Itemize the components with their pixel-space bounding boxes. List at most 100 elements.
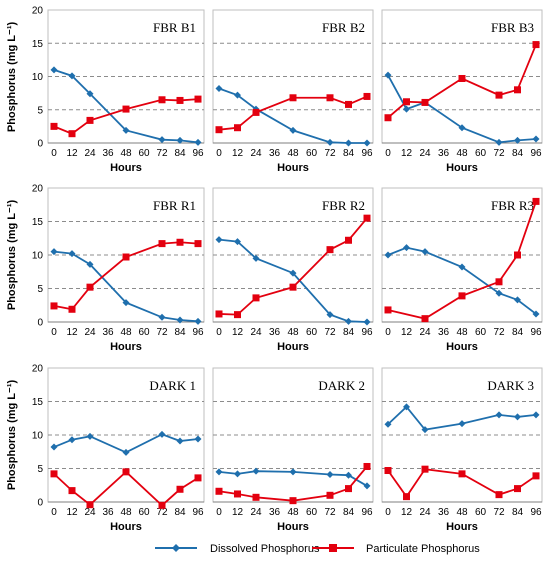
y-tick-label: 0	[37, 498, 43, 509]
particulate-point	[289, 497, 297, 505]
dissolved-point	[50, 443, 58, 451]
x-tick-label: 48	[287, 148, 299, 159]
dissolved-point	[176, 316, 184, 324]
x-tick-label: 72	[493, 327, 505, 338]
particulate-point	[495, 491, 503, 499]
dissolved-point	[86, 90, 94, 98]
legend-particulate-label: Particulate Phosphorus	[366, 543, 480, 555]
dissolved-point	[194, 138, 202, 146]
particulate-point	[194, 474, 202, 482]
x-tick-label: 72	[324, 327, 336, 338]
x-tick-label: 96	[530, 148, 542, 159]
dissolved-series-line	[387, 74, 537, 144]
dissolved-point	[234, 91, 241, 99]
x-axis-label: Hours	[277, 521, 309, 533]
x-axis-label: Hours	[110, 521, 142, 533]
x-tick-label: 24	[250, 507, 262, 518]
particulate-point	[495, 278, 503, 286]
legend-dissolved-label: Dissolved Phosphorus	[210, 543, 320, 555]
dissolved-point	[234, 470, 241, 478]
x-tick-label: 48	[456, 148, 468, 159]
x-tick-label: 36	[102, 507, 114, 518]
particulate-point	[50, 122, 58, 130]
y-tick-label: 10	[32, 431, 44, 442]
y-tick-label: 5	[37, 464, 43, 475]
x-tick-label: 96	[361, 327, 373, 338]
particulate-series-line	[218, 95, 368, 131]
particulate-point	[345, 485, 352, 493]
y-axis-label: Phosphorus (mg L⁻¹)	[6, 380, 18, 491]
panel-title: FBR B2	[322, 20, 365, 35]
particulate-point	[234, 490, 241, 498]
x-tick-label: 72	[324, 507, 336, 518]
x-tick-label: 0	[385, 327, 391, 338]
dissolved-point	[403, 244, 410, 252]
x-tick-label: 60	[138, 148, 150, 159]
particulate-point	[234, 124, 241, 132]
particulate-point	[252, 493, 260, 501]
particulate-point	[514, 86, 521, 94]
x-tick-label: 36	[269, 507, 281, 518]
particulate-point	[495, 91, 503, 99]
x-tick-label: 12	[232, 148, 244, 159]
x-tick-label: 60	[475, 507, 487, 518]
chart-panel: 0 12 24 36 48 60 72 84 96 Hours DARK 3	[381, 367, 543, 533]
dissolved-point	[403, 403, 410, 411]
x-tick-label: 24	[250, 327, 262, 338]
dissolved-point	[234, 238, 241, 246]
y-tick-label: 20	[32, 364, 44, 375]
particulate-series-line	[387, 201, 537, 320]
particulate-point	[345, 236, 352, 244]
dissolved-point	[384, 251, 392, 259]
x-tick-label: 96	[530, 327, 542, 338]
particulate-point	[252, 294, 260, 302]
particulate-point	[384, 467, 392, 475]
x-tick-label: 48	[456, 507, 468, 518]
x-tick-label: 24	[84, 327, 96, 338]
particulate-point	[326, 246, 334, 254]
y-tick-label: 0	[37, 318, 43, 329]
dissolved-point	[252, 467, 260, 475]
x-tick-label: 84	[174, 327, 186, 338]
particulate-point	[176, 485, 184, 493]
legend-particulate-marker	[329, 544, 337, 552]
particulate-point	[532, 41, 540, 49]
x-tick-label: 48	[120, 327, 132, 338]
x-tick-label: 72	[156, 327, 168, 338]
chart-panel: 0 12 24 36 48 60 72 84 96 Hours 0 5 10 15 20 Phosphorus…	[6, 6, 205, 174]
particulate-point	[326, 94, 334, 102]
dissolved-point	[403, 105, 410, 113]
particulate-point	[86, 283, 94, 291]
x-tick-label: 84	[343, 148, 355, 159]
x-tick-label: 48	[456, 327, 468, 338]
dissolved-point	[458, 420, 466, 428]
y-tick-label: 15	[32, 217, 44, 228]
particulate-point	[458, 74, 466, 82]
y-tick-label: 10	[32, 251, 44, 262]
x-tick-label: 84	[512, 327, 524, 338]
x-axis-label: Hours	[446, 521, 478, 533]
panel-title: FBR B1	[153, 20, 196, 35]
dissolved-point	[458, 263, 466, 271]
x-tick-label: 12	[401, 327, 413, 338]
x-tick-label: 0	[216, 148, 222, 159]
panel-title: FBR R2	[322, 198, 365, 213]
particulate-series-line	[53, 470, 199, 507]
x-tick-label: 12	[66, 507, 78, 518]
x-tick-label: 60	[306, 507, 318, 518]
y-tick-label: 0	[37, 139, 43, 150]
particulate-point	[403, 493, 410, 501]
dissolved-point	[326, 471, 334, 479]
dissolved-point	[514, 136, 521, 144]
particulate-point	[194, 240, 202, 248]
particulate-point	[514, 251, 521, 259]
legend-dissolved-marker	[172, 544, 180, 552]
chart-panel: 0 12 24 36 48 60 72 84 96 Hours 0 5 10 15 20 Phosphorus…	[6, 184, 205, 353]
dissolved-point	[495, 411, 503, 419]
particulate-point	[86, 501, 94, 509]
x-axis-label: Hours	[277, 341, 309, 353]
x-tick-label: 0	[216, 327, 222, 338]
dissolved-point	[289, 468, 297, 476]
x-tick-label: 60	[138, 507, 150, 518]
particulate-point	[50, 470, 58, 478]
